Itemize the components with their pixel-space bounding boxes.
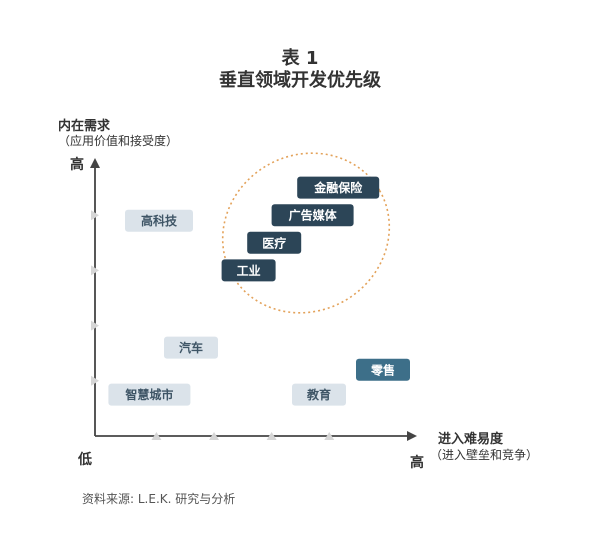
source-note: 资料来源: L.E.K. 研究与分析 bbox=[82, 492, 236, 506]
point-1-box bbox=[164, 336, 218, 359]
point-5-box bbox=[297, 176, 380, 199]
point-5-label: 金融保险 bbox=[313, 180, 363, 195]
point-3-box bbox=[292, 383, 346, 406]
y-axis-high-label: 高 bbox=[70, 157, 84, 173]
x-axis-label: 进入难易度 bbox=[438, 432, 504, 447]
point-2-box bbox=[108, 383, 191, 406]
point-8-label: 工业 bbox=[237, 263, 261, 278]
y-axis-arrow bbox=[90, 158, 100, 168]
point-6-box bbox=[271, 204, 354, 227]
point-4-label: 零售 bbox=[370, 362, 395, 377]
x-tick-4 bbox=[324, 432, 335, 440]
point-1-label: 汽车 bbox=[179, 340, 203, 355]
x-axis-arrow bbox=[407, 431, 417, 441]
point-7-box bbox=[247, 231, 302, 254]
chart-title-number: 表 1 bbox=[281, 48, 319, 69]
point-8-box bbox=[221, 259, 276, 282]
x-axis-low-label: 低 bbox=[78, 452, 92, 468]
point-2-label: 智慧城市 bbox=[124, 387, 173, 402]
y-tick-1 bbox=[91, 375, 99, 386]
point-7-label: 医疗 bbox=[262, 235, 286, 250]
point-0-box bbox=[125, 209, 193, 232]
x-tick-1 bbox=[151, 432, 162, 440]
x-axis-high-label: 高 bbox=[410, 455, 424, 471]
y-tick-4 bbox=[91, 210, 99, 221]
y-axis-label: 内在需求 bbox=[58, 119, 111, 134]
point-6-label: 广告媒体 bbox=[289, 208, 338, 223]
y-axis-sublabel: （应用价值和接受度） bbox=[58, 134, 179, 148]
chart-title: 垂直领域开发优先级 bbox=[219, 70, 381, 91]
highlight-ellipse bbox=[221, 152, 391, 314]
point-4-box bbox=[356, 358, 410, 381]
y-tick-2 bbox=[91, 320, 99, 331]
y-tick-3 bbox=[91, 265, 99, 276]
point-0-label: 高科技 bbox=[141, 213, 178, 228]
point-3-label: 教育 bbox=[306, 387, 331, 402]
x-axis-sublabel: （进入壁垒和竞争） bbox=[430, 448, 539, 462]
x-tick-2 bbox=[209, 432, 220, 440]
x-tick-3 bbox=[266, 432, 277, 440]
